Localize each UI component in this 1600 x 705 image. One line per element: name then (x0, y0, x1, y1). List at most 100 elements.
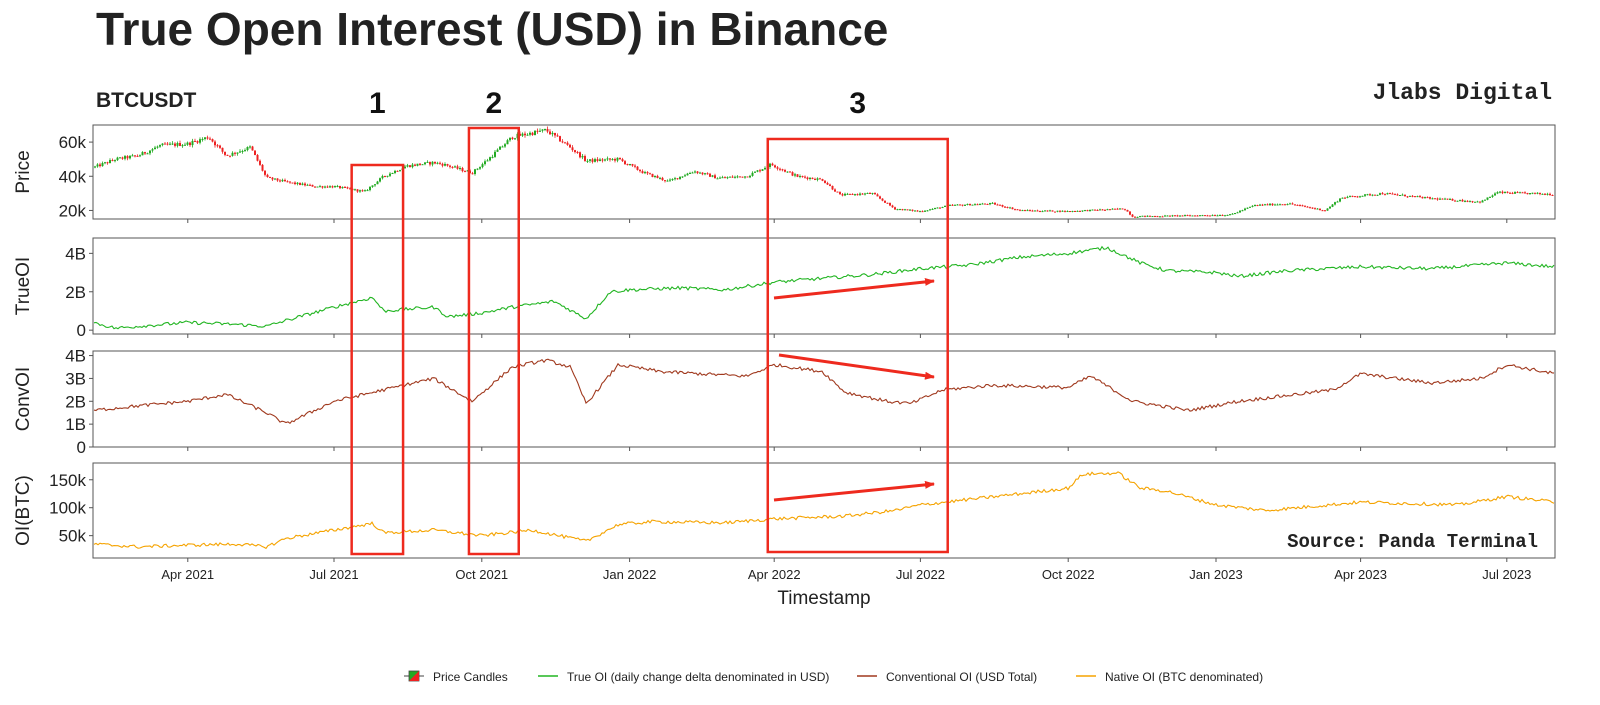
candle-body (319, 186, 321, 188)
candle-body (579, 152, 581, 158)
candle-body (1401, 194, 1404, 196)
candle-body (609, 158, 611, 160)
candle-body (1499, 191, 1501, 193)
candle-body (894, 207, 896, 210)
candle-body (1104, 209, 1106, 211)
candle-body (386, 175, 389, 177)
candle-body (389, 173, 391, 176)
candle-body (816, 178, 819, 180)
candle-body (714, 175, 716, 179)
candle-body (1434, 198, 1436, 200)
brand-label: Jlabs Digital (1373, 80, 1552, 106)
candle-body (1346, 196, 1349, 198)
candle-body (341, 186, 344, 189)
candle-body (1409, 195, 1411, 197)
candle-body (956, 204, 959, 206)
candle-body (1019, 209, 1021, 211)
candle-body (1416, 196, 1419, 198)
candle-body (829, 184, 831, 186)
candle-body (1394, 193, 1396, 195)
candle-body (1299, 205, 1301, 207)
candle-body (644, 172, 646, 174)
x-tick-label: Oct 2022 (1042, 567, 1095, 582)
candle-body (826, 182, 829, 185)
candle-body (159, 145, 161, 147)
candle-body (649, 173, 651, 175)
candle-body (849, 193, 851, 195)
candle-body (1079, 210, 1081, 212)
candle-body (1424, 197, 1426, 199)
candle-body (1336, 201, 1339, 203)
candle-body (1286, 204, 1289, 206)
candle-body (961, 204, 964, 206)
candle-body (1256, 205, 1259, 207)
candle-body (814, 178, 816, 180)
candle-body (1321, 210, 1324, 212)
candle-body (1059, 210, 1061, 212)
candle-body (491, 156, 494, 158)
candle-body (1381, 193, 1384, 195)
candle-body (819, 178, 821, 180)
candle-body (1071, 210, 1074, 212)
candle-body (739, 176, 741, 178)
candle-body (1036, 210, 1039, 212)
candle-body (874, 193, 876, 195)
candle-body (836, 191, 839, 193)
candle-body (841, 194, 844, 196)
candle-body (1291, 203, 1294, 205)
candle-body (171, 143, 174, 145)
candle-body (1149, 215, 1151, 217)
candle-body (1351, 195, 1354, 197)
candle-body (886, 202, 889, 204)
candle-body (601, 159, 604, 161)
candle-body (689, 172, 691, 174)
candle-body (1161, 216, 1164, 218)
candle-body (166, 143, 169, 145)
panel-conv_oi: 0 1B 2B 3B 4B ConvOI (13, 347, 1556, 457)
trend-arrow (778, 353, 935, 380)
candle-body (1531, 192, 1534, 194)
candle-body (1341, 197, 1344, 199)
candle-body (876, 194, 879, 197)
candle-body (909, 209, 911, 211)
candle-body (1396, 194, 1399, 196)
candle-body (1419, 196, 1421, 198)
y-tick-label: 60k (59, 133, 87, 152)
candle-body (1441, 198, 1444, 200)
candle-body (944, 205, 946, 207)
candle-body (1546, 193, 1549, 195)
candle-body (1124, 209, 1126, 211)
candle-body (549, 131, 551, 135)
candle-body (806, 177, 809, 179)
candle-body (1091, 209, 1094, 211)
candle-body (1444, 198, 1446, 200)
candle-body (429, 161, 431, 165)
candle-body (214, 141, 216, 146)
candle-body (599, 159, 601, 161)
candle-body (691, 172, 694, 174)
series-line-native_oi (93, 471, 1555, 550)
candle-body (1164, 215, 1166, 217)
candle-body (1016, 209, 1019, 211)
candle-body (839, 192, 841, 195)
candle-body (1361, 195, 1364, 197)
legend: Price Candles True OI (daily change delta… (404, 670, 1263, 684)
y-axis-label: ConvOI (13, 367, 34, 431)
candle-body (1269, 203, 1271, 206)
candle-body (686, 173, 689, 176)
candle-body (991, 202, 994, 204)
candle-body (1379, 193, 1381, 195)
candle-body (989, 203, 991, 205)
candle-body (821, 179, 824, 181)
candle-body (314, 186, 316, 188)
candle-body (1076, 210, 1079, 212)
x-tick-label: Jan 2023 (1189, 567, 1243, 582)
candle-body (521, 133, 524, 136)
candle-body (224, 151, 226, 155)
candle-body (1186, 215, 1189, 217)
series-native_oi (93, 471, 1555, 550)
candle-body (324, 186, 326, 188)
candle-body (496, 149, 499, 152)
candle-body (339, 185, 341, 189)
